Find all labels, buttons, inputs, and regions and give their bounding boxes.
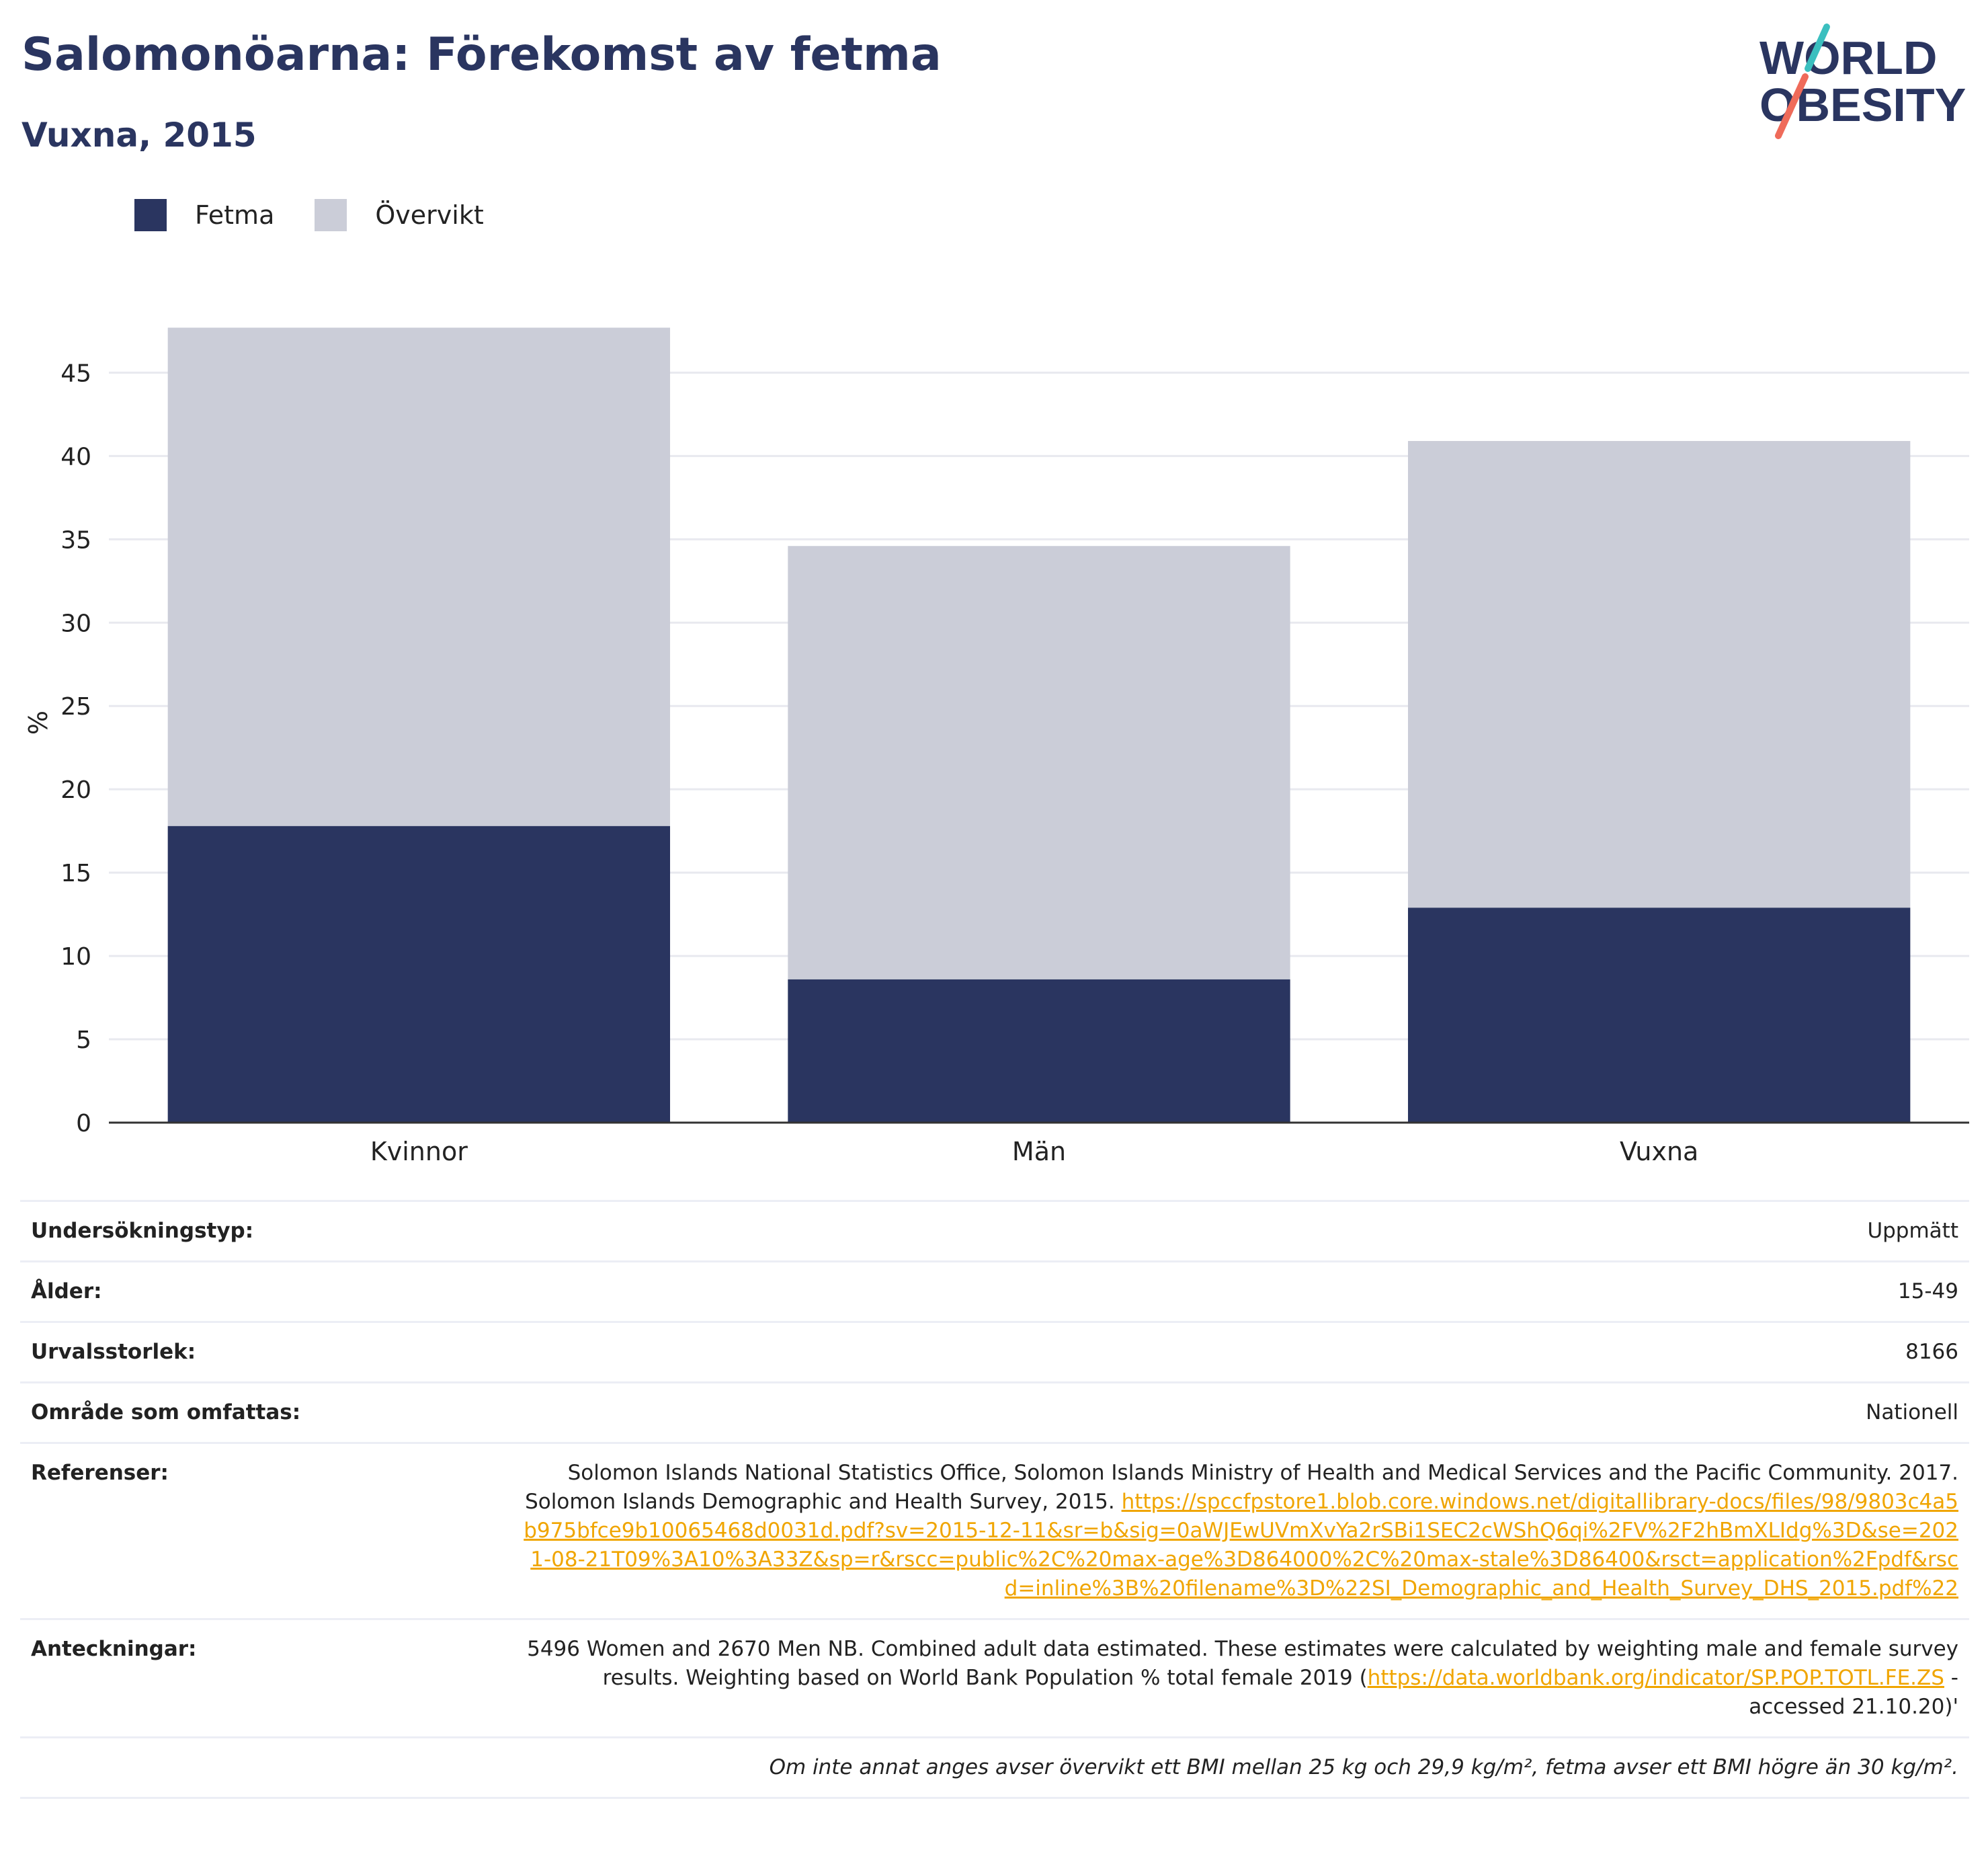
info-row-notes: Anteckningar: 5496 Women and 2670 Men NB… [20, 1618, 1969, 1738]
info-label: Undersökningstyp: [20, 1200, 512, 1262]
info-row-area: Område som omfattas: Nationell [20, 1381, 1969, 1443]
y-axis-label: % [24, 711, 53, 735]
y-tick-label: 35 [60, 526, 91, 554]
stacked-bar-chart: 0 5 10 15 20 25 30 35 40 45% Kvinnor Män Vuxna [24, 327, 1969, 1166]
info-row-footnote: Om inte annat anges avser övervikt ett B… [20, 1736, 1969, 1799]
info-row-references: Referenser: Solomon Islands National Sta… [20, 1442, 1969, 1619]
logo-line1: WORLD [1759, 32, 1937, 84]
legend-item-overvikt[interactable]: Övervikt [315, 199, 484, 231]
info-label: Referenser: [20, 1442, 512, 1619]
x-tick-label: Kvinnor [370, 1137, 468, 1166]
y-tick-label: 15 [60, 860, 91, 887]
info-value: 5496 Women and 2670 Men NB. Combined adu… [512, 1618, 1969, 1738]
x-tick-label: Män [1012, 1137, 1066, 1166]
chart-legend: Fetma Övervikt [134, 199, 524, 231]
notes-link[interactable]: https://data.worldbank.org/indicator/SP.… [1367, 1666, 1944, 1690]
y-tick-label: 25 [60, 693, 91, 721]
bar-vervikt-0 [167, 327, 671, 826]
bar-vervikt-1 [788, 546, 1290, 979]
info-label: Anteckningar: [20, 1618, 512, 1738]
legend-swatch-overvikt [315, 199, 347, 231]
bar-vervikt-2 [1407, 441, 1911, 908]
references-link[interactable]: https://spccfpstore1.blob.core.windows.n… [524, 1490, 1958, 1601]
y-tick-label: 5 [76, 1026, 91, 1054]
page-title: Salomonöarna: Förekomst av fetma [22, 28, 942, 81]
bar-fetma-1 [788, 979, 1290, 1123]
legend-swatch-fetma [134, 199, 167, 231]
info-value: 15-49 [512, 1260, 1969, 1322]
y-tick-label: 45 [60, 360, 91, 387]
info-row-age: Ålder: 15-49 [20, 1260, 1969, 1322]
y-tick-label: 20 [60, 776, 91, 804]
x-tick-label: Vuxna [1620, 1137, 1698, 1166]
info-value: 8166 [512, 1321, 1969, 1383]
bar-fetma-0 [167, 826, 671, 1123]
legend-item-fetma[interactable]: Fetma [134, 199, 274, 231]
info-label: Urvalsstorlek: [20, 1321, 512, 1383]
world-obesity-logo: WORLD OBESITY [1759, 24, 1966, 139]
legend-label-fetma: Fetma [195, 200, 275, 230]
y-tick-label: 0 [76, 1110, 91, 1137]
y-tick-label: 30 [60, 610, 91, 637]
info-value: Nationell [512, 1381, 1969, 1443]
info-value: Uppmätt [512, 1200, 1969, 1262]
info-row-sample-size: Urvalsstorlek: 8166 [20, 1321, 1969, 1383]
info-value: Solomon Islands National Statistics Offi… [512, 1442, 1969, 1619]
references-text: Solomon Islands National Statistics Offi… [525, 1461, 1958, 1514]
bar-fetma-2 [1407, 908, 1911, 1123]
y-tick-label: 10 [60, 943, 91, 971]
logo-coral-slash [1775, 73, 1809, 139]
bmi-footnote: Om inte annat anges avser övervikt ett B… [20, 1736, 1969, 1799]
info-label: Område som omfattas: [20, 1381, 512, 1443]
info-label: Ålder: [20, 1260, 512, 1322]
notes-text: 5496 Women and 2670 Men NB. Combined adu… [527, 1637, 1958, 1690]
info-table: Undersökningstyp: Uppmätt Ålder: 15-49 U… [20, 1200, 1969, 1799]
y-tick-label: 40 [60, 443, 91, 471]
page-subtitle: Vuxna, 2015 [22, 116, 257, 155]
info-row-survey-type: Undersökningstyp: Uppmätt [20, 1200, 1969, 1262]
notes-text-after: - accessed 21.10.20)' [1749, 1666, 1958, 1719]
legend-label-overvikt: Övervikt [375, 200, 484, 230]
logo-teal-slash [1805, 24, 1830, 72]
